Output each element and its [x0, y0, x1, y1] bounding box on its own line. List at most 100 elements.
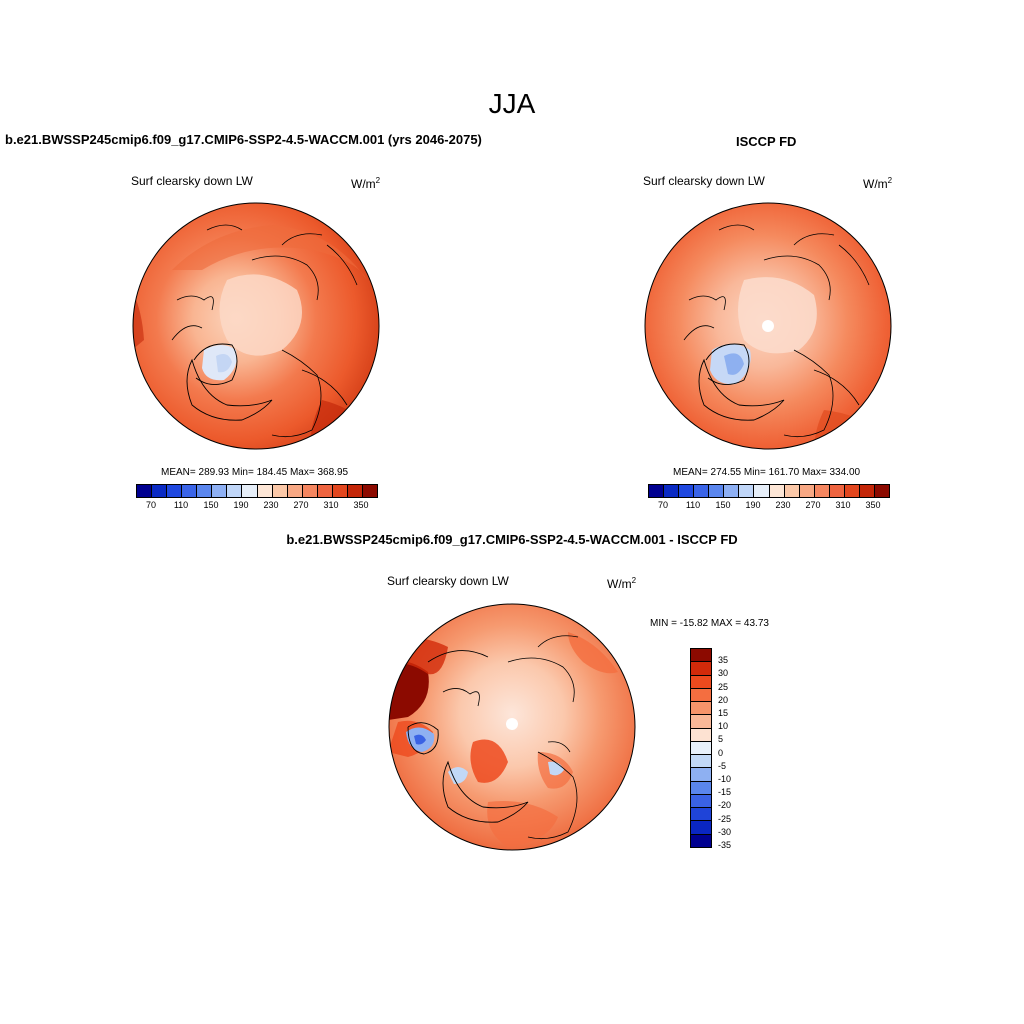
- colorbar-swatch: [152, 485, 168, 497]
- colorbar-swatch: [691, 675, 711, 689]
- colorbar-tick-label: 10: [718, 721, 729, 732]
- colorbar-swatch: [347, 485, 363, 497]
- colorbar-tick-label: 35: [718, 655, 729, 666]
- colorbar-tick-label: 190: [233, 500, 249, 510]
- colorbar-swatch: [227, 485, 243, 497]
- season-title: JJA: [488, 88, 536, 119]
- colorbar-tick-label: 310: [323, 500, 339, 510]
- colorbar-tick-label: 110: [173, 500, 189, 510]
- obs-colorbar-ticks: 70 110 150 190 230 270 310 350: [648, 500, 890, 514]
- colorbar-swatch: [649, 485, 665, 497]
- colorbar-tick-label: -35: [718, 840, 732, 850]
- obs-polar-map: [644, 202, 892, 450]
- colorbar-tick-label: 15: [718, 708, 729, 718]
- colorbar-swatch: [754, 485, 770, 497]
- colorbar-swatch: [769, 485, 785, 497]
- obs-colorbar: [648, 484, 890, 498]
- colorbar-swatch: [332, 485, 348, 497]
- colorbar-swatch: [859, 485, 875, 497]
- colorbar-swatch: [874, 485, 889, 497]
- model-colorbar: [136, 484, 378, 498]
- colorbar-swatch: [691, 702, 711, 716]
- colorbar-tick-label: 270: [805, 500, 821, 510]
- colorbar-tick-label: -30: [718, 826, 732, 837]
- colorbar-swatch: [694, 485, 710, 497]
- obs-units-label: W/m2: [863, 176, 893, 191]
- colorbar-swatch: [691, 715, 711, 729]
- colorbar-swatch: [691, 688, 711, 703]
- colorbar-swatch: [242, 485, 258, 497]
- colorbar-tick-label: -20: [718, 800, 732, 811]
- colorbar-swatch: [691, 781, 711, 795]
- colorbar-swatch: [691, 794, 711, 809]
- colorbar-tick-label: 70: [145, 500, 156, 510]
- colorbar-swatch: [212, 485, 228, 497]
- colorbar-swatch: [739, 485, 755, 497]
- model-polar-map: [132, 202, 380, 450]
- colorbar-tick-label: 20: [718, 694, 729, 705]
- obs-stats-label: MEAN= 274.55 Min= 161.70 Max= 334.00: [673, 467, 861, 478]
- model-variable-label: Surf clearsky down LW: [131, 174, 253, 188]
- colorbar-swatch: [784, 485, 800, 497]
- colorbar-tick-label: -25: [718, 813, 732, 824]
- colorbar-swatch: [829, 485, 845, 497]
- diff-units-label: W/m2: [607, 576, 637, 591]
- colorbar-swatch: [691, 821, 711, 835]
- colorbar-swatch: [197, 485, 213, 497]
- diff-colorbar-ticks: 35 30 25 20 15 10 5 0 -5 -10 -15 -20 -25 -30 -35: [718, 648, 758, 850]
- colorbar-tick-label: -10: [718, 774, 732, 784]
- colorbar-tick-label: -5: [718, 760, 727, 771]
- colorbar-tick-label: 190: [745, 500, 761, 510]
- colorbar-tick-label: 110: [685, 500, 701, 510]
- colorbar-swatch: [272, 485, 288, 497]
- colorbar-swatch: [799, 485, 815, 497]
- colorbar-swatch: [317, 485, 333, 497]
- colorbar-tick-label: 150: [715, 500, 731, 510]
- diff-panel-title: b.e21.BWSSP245cmip6.f09_g17.CMIP6-SSP2-4…: [286, 532, 738, 547]
- colorbar-swatch: [691, 662, 711, 676]
- colorbar-tick-label: 230: [263, 500, 279, 510]
- colorbar-tick-label: 30: [718, 668, 729, 679]
- model-units-label: W/m2: [351, 176, 381, 191]
- obs-panel-title: ISCCP FD: [736, 134, 797, 149]
- colorbar-swatch: [691, 768, 711, 782]
- colorbar-swatch: [691, 649, 711, 663]
- model-stats-label: MEAN= 289.93 Min= 184.45 Max= 368.95: [161, 467, 349, 478]
- colorbar-swatch: [691, 755, 711, 769]
- model-colorbar-ticks: 70 110 150 190 230 270 310 350: [136, 500, 378, 514]
- colorbar-swatch: [362, 485, 377, 497]
- colorbar-swatch: [691, 741, 711, 756]
- diff-colorbar: [690, 648, 712, 848]
- diff-variable-label: Surf clearsky down LW: [387, 574, 509, 588]
- colorbar-tick-label: 350: [865, 500, 881, 510]
- colorbar-tick-label: 70: [657, 500, 668, 510]
- colorbar-swatch: [814, 485, 830, 497]
- colorbar-swatch: [691, 808, 711, 822]
- colorbar-tick-label: 230: [775, 500, 791, 510]
- colorbar-tick-label: 0: [718, 747, 724, 758]
- colorbar-tick-label: 270: [293, 500, 309, 510]
- colorbar-swatch: [691, 728, 711, 742]
- colorbar-tick-label: 5: [718, 734, 724, 745]
- colorbar-swatch: [664, 485, 680, 497]
- colorbar-swatch: [182, 485, 198, 497]
- colorbar-swatch: [709, 485, 725, 497]
- colorbar-swatch: [679, 485, 695, 497]
- colorbar-swatch: [287, 485, 303, 497]
- colorbar-tick-label: -15: [718, 787, 732, 798]
- colorbar-swatch: [137, 485, 153, 497]
- colorbar-tick-label: 150: [203, 500, 219, 510]
- colorbar-swatch: [167, 485, 183, 497]
- colorbar-tick-label: 310: [835, 500, 851, 510]
- colorbar-tick-label: 350: [353, 500, 369, 510]
- colorbar-swatch: [691, 834, 711, 847]
- diff-minmax-label: MIN = -15.82 MAX = 43.73: [650, 618, 769, 629]
- colorbar-swatch: [257, 485, 273, 497]
- colorbar-tick-label: 25: [718, 681, 729, 692]
- model-panel-title: b.e21.BWSSP245cmip6.f09_g17.CMIP6-SSP2-4…: [5, 132, 482, 147]
- colorbar-swatch: [302, 485, 318, 497]
- obs-variable-label: Surf clearsky down LW: [643, 174, 765, 188]
- diff-polar-map: [388, 603, 636, 851]
- colorbar-swatch: [724, 485, 740, 497]
- colorbar-swatch: [844, 485, 860, 497]
